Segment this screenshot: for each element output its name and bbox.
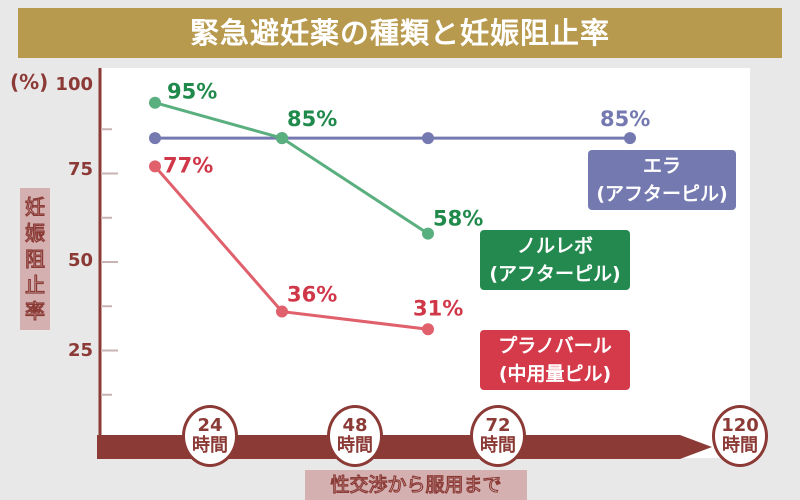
- data-point: [624, 132, 636, 145]
- legend-planovar-name: プラノバール: [498, 335, 612, 357]
- x-axis-label: 性交渉から服用まで: [305, 470, 527, 500]
- data-point: [149, 160, 161, 173]
- legend-ella-name: エラ: [642, 155, 681, 177]
- y-tick-75: 75: [67, 159, 93, 180]
- y-tick-50: 50: [67, 250, 93, 271]
- data-label: 85%: [287, 107, 337, 131]
- x-axis-arrow: [97, 435, 712, 459]
- data-label: 36%: [287, 283, 337, 307]
- legend-norlevo-sub: (アフターピル): [489, 263, 621, 285]
- data-point: [422, 132, 434, 145]
- legend-norlevo: ノルレボ (アフターピル): [480, 230, 630, 290]
- x-tick-24h: 24 時間: [182, 405, 238, 467]
- legend-ella-sub: (アフターピル): [596, 183, 728, 205]
- data-label: 31%: [413, 296, 463, 320]
- x-tick-72h: 72 時間: [470, 405, 526, 467]
- legend-ella: エラ (アフターピル): [588, 150, 736, 210]
- y-axis-label: 妊娠阻止率: [20, 188, 50, 330]
- data-label: 85%: [600, 107, 650, 131]
- data-point: [149, 96, 161, 109]
- x-tick-120h: 120 時間: [712, 405, 768, 467]
- data-point: [422, 323, 434, 336]
- data-label: 77%: [163, 153, 213, 177]
- legend-planovar: プラノバール (中用量ピル): [480, 330, 630, 390]
- legend-planovar-sub: (中用量ピル): [498, 363, 612, 385]
- legend-norlevo-name: ノルレボ: [516, 235, 593, 257]
- y-tick-25: 25: [67, 340, 93, 361]
- data-point: [276, 132, 288, 145]
- data-label: 58%: [433, 207, 483, 231]
- chart-title: 緊急避妊薬の種類と妊娠阻止率: [18, 8, 782, 58]
- y-unit: (%): [10, 70, 49, 94]
- y-tick-100: 100: [55, 74, 93, 95]
- data-point: [149, 132, 161, 145]
- data-point: [276, 305, 288, 318]
- data-label: 95%: [167, 80, 217, 104]
- x-tick-48h: 48 時間: [327, 405, 383, 467]
- data-point: [422, 227, 434, 240]
